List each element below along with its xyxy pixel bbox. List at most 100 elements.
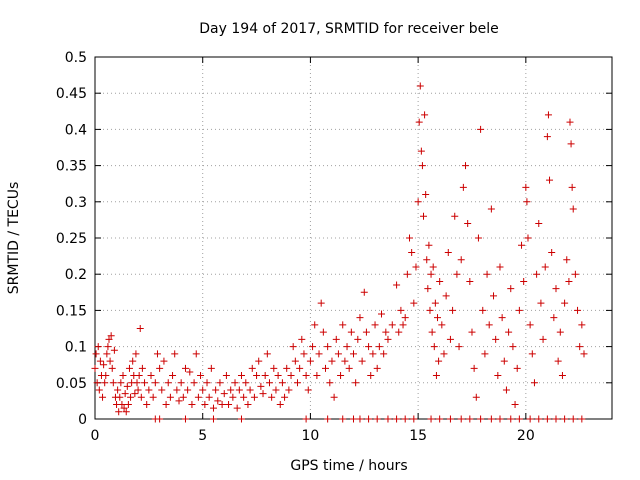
data-point: [94, 343, 102, 351]
data-point: [373, 415, 381, 423]
data-point: [145, 386, 153, 394]
data-point: [99, 393, 107, 401]
data-point: [272, 386, 280, 394]
y-tick-label: 0.1: [65, 340, 87, 356]
data-point: [502, 386, 510, 394]
data-point: [281, 393, 289, 401]
data-point: [371, 321, 379, 329]
data-point: [205, 393, 213, 401]
data-point: [558, 372, 566, 380]
data-point: [209, 404, 217, 412]
data-point: [207, 364, 215, 372]
data-point: [539, 335, 547, 343]
data-point: [417, 147, 425, 155]
data-point: [246, 386, 254, 394]
grid-layer: [95, 57, 612, 419]
data-point: [122, 408, 130, 416]
data-point: [580, 350, 588, 358]
data-point: [212, 386, 220, 394]
data-point: [302, 372, 310, 380]
data-point: [435, 357, 443, 365]
data-point: [496, 415, 504, 423]
data-point: [261, 372, 269, 380]
data-point: [416, 82, 424, 90]
data-point: [110, 346, 118, 354]
data-point: [468, 328, 476, 336]
data-point: [287, 372, 295, 380]
data-points: [91, 82, 588, 423]
data-point: [149, 393, 157, 401]
data-point: [422, 191, 430, 199]
data-point: [552, 415, 560, 423]
data-point: [485, 321, 493, 329]
data-point: [571, 270, 579, 278]
data-point: [507, 415, 515, 423]
x-tick-label: 0: [91, 428, 100, 444]
data-point: [233, 404, 241, 412]
data-point: [121, 390, 129, 398]
data-point: [188, 401, 196, 409]
data-point: [237, 372, 245, 380]
data-point: [424, 285, 432, 293]
data-point: [408, 248, 416, 256]
data-point: [109, 379, 117, 387]
tick-layer: 0 5 10 15 20 0 0.05 0.1 0.15 0.2 0.25 0.3 0.35 0.4 0.4…: [56, 50, 612, 444]
data-point: [201, 401, 209, 409]
data-point: [134, 386, 142, 394]
data-point: [222, 372, 230, 380]
data-point: [543, 415, 551, 423]
data-point: [565, 277, 573, 285]
data-point: [569, 205, 577, 213]
data-point: [306, 357, 314, 365]
data-point: [457, 415, 465, 423]
data-point: [104, 343, 112, 351]
data-point: [421, 111, 429, 119]
data-point: [173, 386, 181, 394]
data-point: [466, 415, 474, 423]
data-point: [339, 415, 347, 423]
data-point: [477, 125, 485, 133]
data-point: [522, 183, 530, 191]
data-point: [428, 328, 436, 336]
data-point: [138, 364, 146, 372]
data-point: [250, 393, 258, 401]
data-point: [401, 314, 409, 322]
data-point: [132, 350, 140, 358]
x-tick-label: 10: [302, 428, 320, 444]
data-point: [543, 133, 551, 141]
data-point: [214, 397, 222, 405]
data-point: [472, 393, 480, 401]
data-point: [432, 372, 440, 380]
data-point: [192, 350, 200, 358]
data-point: [199, 386, 207, 394]
data-point: [350, 415, 357, 423]
data-point: [218, 401, 226, 409]
data-point: [397, 306, 405, 314]
data-point: [274, 372, 282, 380]
data-point: [129, 357, 137, 365]
data-point: [429, 263, 437, 271]
data-point: [181, 415, 189, 423]
data-point: [116, 393, 124, 401]
y-tick-label: 0: [78, 412, 87, 428]
data-point: [552, 285, 560, 293]
data-point: [127, 393, 135, 401]
data-point: [153, 350, 161, 358]
data-point: [477, 415, 485, 423]
data-point: [175, 397, 183, 405]
data-point: [135, 372, 143, 380]
data-point: [268, 393, 276, 401]
data-point: [108, 364, 116, 372]
data-point: [120, 404, 128, 412]
data-point: [334, 350, 342, 358]
data-point: [436, 415, 444, 423]
data-point: [229, 393, 237, 401]
data-point: [399, 321, 407, 329]
data-point: [523, 198, 531, 206]
data-point: [240, 393, 248, 401]
data-point: [328, 357, 336, 365]
data-point: [567, 140, 575, 148]
data-point: [462, 162, 470, 170]
data-point: [156, 364, 164, 372]
data-point: [220, 390, 228, 398]
